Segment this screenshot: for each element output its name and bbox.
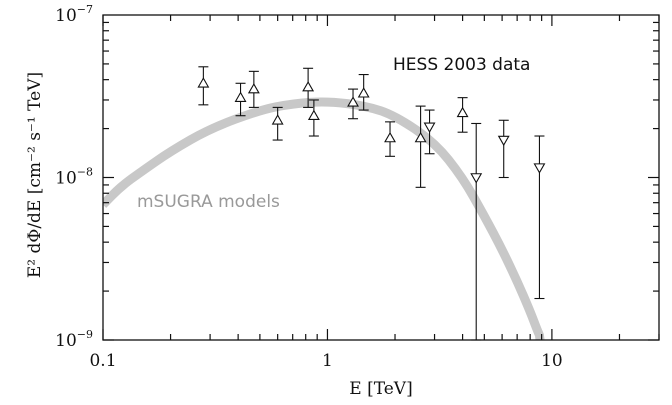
marker-triangle-up: [384, 131, 396, 143]
x-tick-label: 10: [541, 351, 563, 371]
data-point-triangle-down: [423, 109, 436, 155]
marker-triangle-up: [271, 114, 284, 125]
data-point-triangle-up: [234, 82, 247, 117]
data-point-triangle-up: [247, 70, 260, 108]
y-tick-label-exponent: −9: [77, 328, 93, 341]
model-band-0: [103, 97, 545, 340]
marker-triangle-up: [197, 77, 210, 88]
data-point-triangle-up: [307, 99, 320, 137]
model-band-layer: [103, 97, 545, 340]
data-point-triangle-up: [414, 105, 427, 188]
x-tick-label: 0.1: [89, 351, 116, 371]
y-tick-label: 10−7: [55, 3, 93, 26]
y-axis-label: E² dΦ/dE [cm⁻² s⁻¹ TeV]: [25, 72, 45, 278]
data-point-triangle-down: [497, 119, 510, 179]
marker-triangle-up: [247, 82, 260, 94]
marker-triangle-up: [234, 91, 247, 102]
y-tick-label: 10−9: [55, 328, 93, 351]
marker-triangle-up: [347, 96, 359, 107]
data-point-triangle-up: [197, 66, 210, 106]
ticks-layer: [102, 15, 660, 341]
marker-triangle-up: [307, 109, 320, 121]
marker-triangle-down: [423, 122, 436, 133]
hess-data-annotation: HESS 2003 data: [393, 55, 530, 75]
data-point-triangle-up: [302, 67, 315, 108]
data-point-triangle-down: [470, 122, 483, 341]
data-point-triangle-up: [384, 121, 396, 157]
y-tick-label: 10−8: [55, 166, 93, 189]
y-tick-label-base: 10: [55, 6, 77, 26]
y-tick-label-exponent: −8: [77, 166, 93, 179]
marker-triangle-down: [497, 135, 510, 147]
marker-triangle-down: [533, 163, 546, 174]
data-points-layer: [197, 66, 546, 341]
y-tick-label-exponent: −7: [77, 3, 93, 16]
data-point-triangle-up: [357, 74, 370, 111]
y-tick-label-base: 10: [55, 169, 77, 189]
data-point-triangle-up: [456, 97, 469, 133]
data-point-triangle-up: [347, 88, 359, 120]
data-point-triangle-up: [271, 106, 284, 141]
msugra-models-annotation: mSUGRA models: [137, 192, 280, 212]
data-point-triangle-down: [533, 135, 546, 300]
marker-triangle-down: [470, 173, 483, 184]
y-tick-label-base: 10: [55, 331, 77, 351]
marker-triangle-up: [357, 87, 370, 98]
plot-frame: [102, 14, 660, 341]
marker-triangle-up: [302, 80, 315, 92]
x-tick-label: 1: [322, 351, 333, 371]
x-axis-label: E [TeV]: [349, 379, 412, 399]
marker-triangle-up: [414, 131, 427, 143]
marker-triangle-up: [456, 106, 469, 118]
